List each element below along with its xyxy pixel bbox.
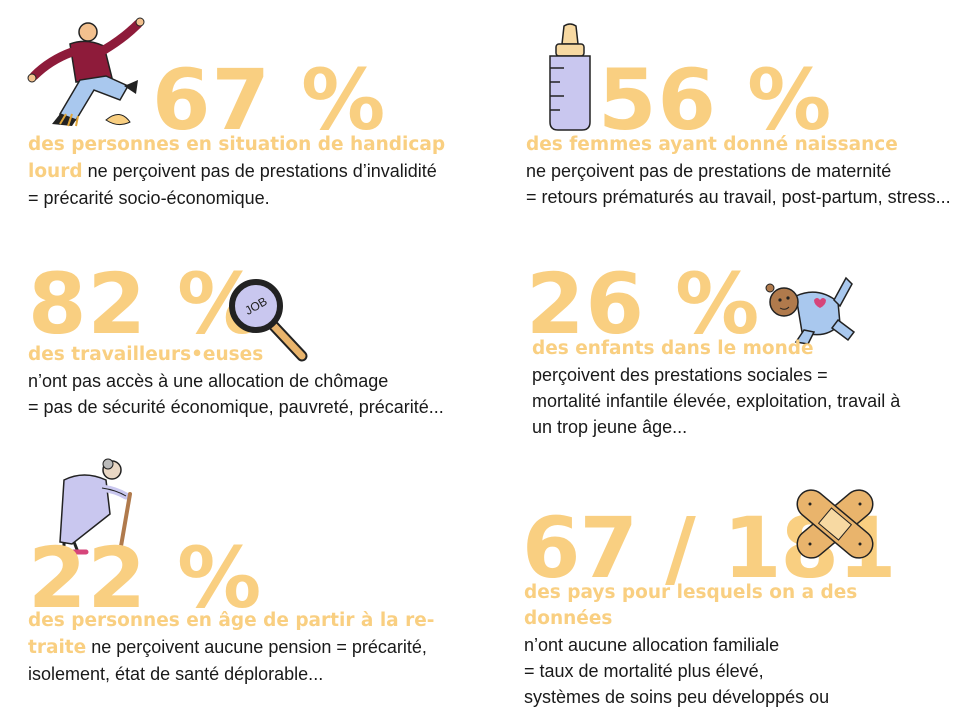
stat-number: 67 % (152, 51, 387, 149)
baby-icon (765, 276, 856, 345)
stat-consequence-continued: un trop jeune âge... (532, 417, 688, 437)
stat-highlight: des pays pour lesquels on a des (524, 582, 858, 603)
stat-description: des pays pour lesquels on a des données … (524, 580, 964, 710)
stat-number: 26 % (526, 255, 761, 353)
stat-text: ne perçoivent pas de prestations d’inval… (82, 161, 437, 181)
stat-text: ne perçoivent pas de prestations de mate… (526, 161, 892, 181)
stat-description: des travailleurs•euses n’ont pas accès à… (28, 342, 478, 420)
bandage-icon (796, 489, 874, 559)
stat-highlight-continued: traite (28, 637, 87, 658)
stat-text: n’ont aucune allocation familiale (524, 635, 780, 655)
stat-block-disability: 67 % des personnes en situation de handi… (0, 0, 480, 220)
stat-text: n’ont pas accès à une allocation de chôm… (28, 371, 389, 391)
stat-block-unemployment: 82 % JOB des travailleurs•euses n’ont pa… (0, 240, 480, 440)
magnifier-job-icon: JOB (229, 279, 308, 362)
stat-consequence: = retours prématurés au travail, post-pa… (526, 187, 951, 207)
stat-highlight: des travailleurs•euses (28, 344, 264, 365)
stat-text: ne perçoivent aucune pension = précarité… (86, 637, 427, 657)
stat-consequence: = taux de mortalité plus élevé, (524, 661, 764, 681)
stat-description: des enfants dans le monde perçoivent des… (532, 336, 962, 440)
stat-highlight: des personnes en âge de partir à la re- (28, 610, 435, 631)
stat-number: 82 % (28, 255, 263, 353)
stat-block-maternity: 56 % des femmes ayant donné naissance ne… (480, 0, 968, 220)
stat-block-children: 26 % des enfants dans le monde perçoiven… (480, 240, 968, 450)
stat-number: 56 % (598, 51, 833, 149)
stat-consequence: = pas de sécurité économique, pauvreté, … (28, 397, 444, 417)
stat-consequence: isolement, état de santé déplorable... (28, 664, 324, 684)
elderly-woman-icon (55, 458, 132, 555)
stat-text: perçoivent des prestations sociales = (532, 365, 828, 385)
stat-consequence-continued: systèmes de soins peu développés ou (524, 687, 830, 707)
stat-description: des personnes en âge de partir à la re- … (28, 608, 478, 687)
stat-block-retirement: 22 % des personnes en âge de partir à la… (0, 450, 480, 718)
stat-highlight: des enfants dans le monde (532, 338, 814, 359)
stat-description: des femmes ayant donné naissance ne perç… (526, 132, 966, 210)
stat-highlight: des femmes ayant donné naissance (526, 134, 898, 155)
stat-highlight: des personnes en situation de handicap (28, 134, 446, 155)
stat-highlight-continued: données (524, 608, 613, 629)
stat-highlight-continued: lourd (28, 161, 83, 182)
stat-block-family-allowance: 67 / 181 des pays pour lesquels on a des… (480, 450, 968, 718)
stat-consequence: mortalité infantile élevée, exploitation… (532, 391, 901, 411)
baby-bottle-icon (549, 23, 591, 131)
stat-description: des personnes en situation de handicap l… (28, 132, 478, 211)
falling-person-icon (27, 17, 145, 127)
stat-number: 22 % (28, 529, 263, 627)
stat-consequence: = précarité socio-économique. (28, 188, 270, 208)
